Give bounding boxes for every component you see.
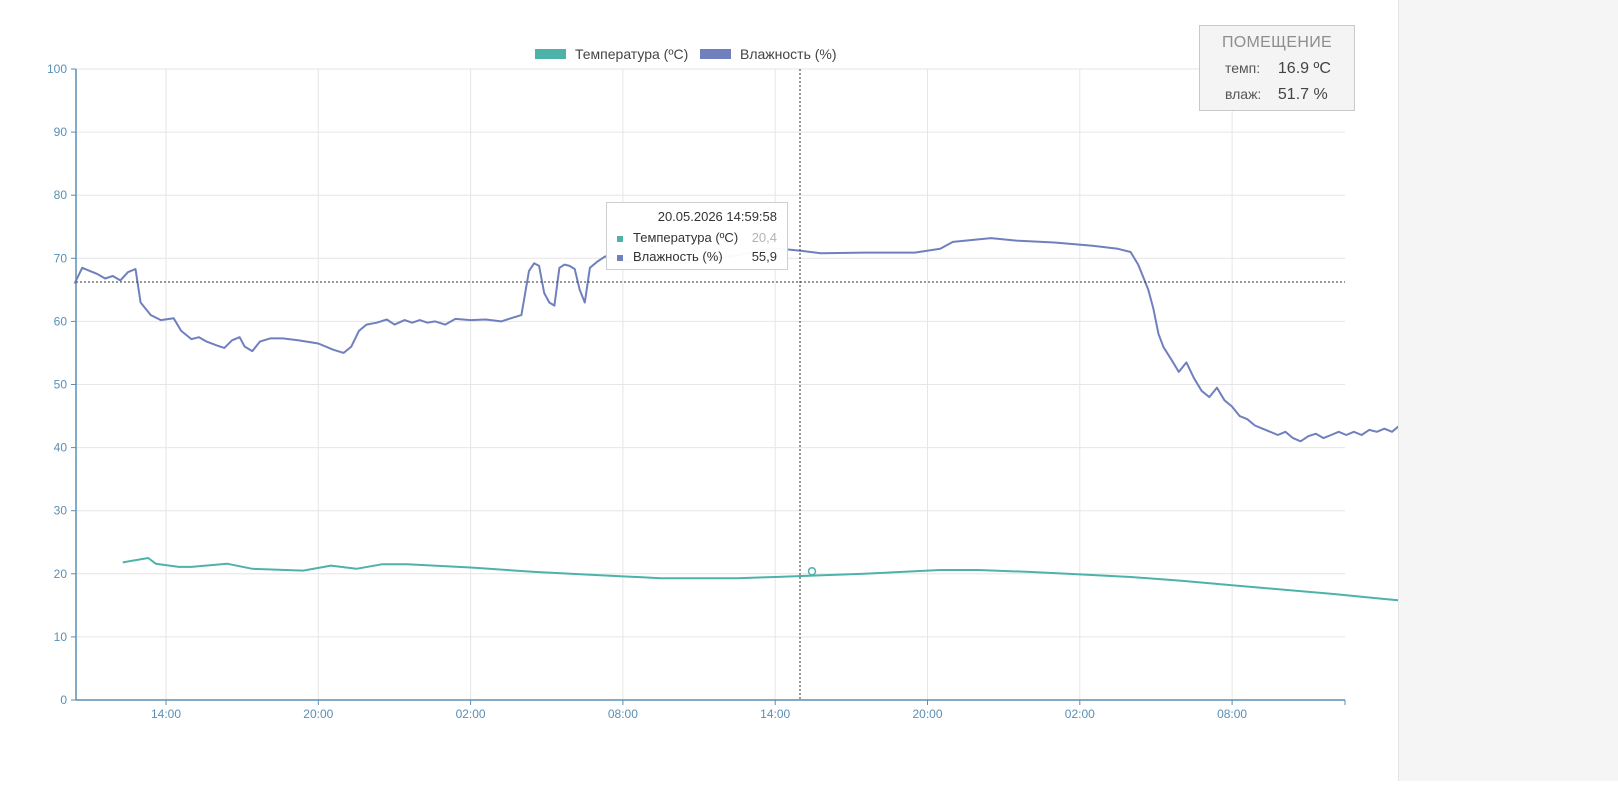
y-tick-label: 50: [54, 378, 68, 392]
y-axis-ticks: 0 10 20 30 40 50 60 70 80 90 100: [47, 62, 76, 707]
legend-swatch-temperature: [535, 49, 566, 59]
y-tick-label: 20: [54, 567, 68, 581]
x-axis-ticks: 14:00 20:00 02:00 08:00 14:00 20:00 02:00 08:00: [151, 700, 1346, 721]
x-tick-label: 02:00: [456, 707, 486, 721]
x-tick-label: 08:00: [1217, 707, 1247, 721]
y-tick-label: 0: [60, 693, 67, 707]
y-tick-label: 100: [47, 62, 67, 76]
hover-point-temperature: [807, 567, 817, 576]
room-temperature-value: 16.9 ºC: [1277, 60, 1331, 77]
y-tick-label: 30: [54, 504, 68, 518]
y-tick-label: 80: [54, 188, 68, 202]
tooltip-row-temperature: Температура (ºC) 20,4: [617, 230, 777, 248]
room-humidity-value: 51.7 %: [1277, 86, 1328, 103]
room-humidity-row: влаж: 51.7 %: [1225, 86, 1328, 104]
x-tick-label: 14:00: [151, 707, 181, 721]
temperature-series-line: [122, 557, 1618, 616]
humidity-series-line: [73, 237, 1618, 443]
side-panel: [1398, 0, 1618, 781]
room-temperature-row: темп: 16.9 ºC: [1225, 60, 1331, 78]
tooltip-humidity-value: 55,9: [751, 249, 777, 264]
legend-label-temperature: Температура (ºC): [575, 46, 688, 62]
tooltip-humidity-marker: [617, 255, 623, 261]
series-lines: [73, 237, 1618, 616]
y-tick-label: 70: [54, 251, 68, 265]
x-tick-label: 14:00: [760, 707, 790, 721]
tooltip-datetime: 20.05.2026 14:59:58: [657, 209, 777, 224]
gridlines: [76, 68, 1345, 700]
tooltip-temperature-label: Температура (ºC): [633, 230, 739, 245]
tooltip-temperature-marker: [617, 236, 623, 242]
tooltip-temperature-value: 20,4: [751, 230, 777, 245]
y-tick-label: 10: [54, 630, 68, 644]
y-tick-label: 40: [54, 441, 68, 455]
chart-area: 0 10 20 30 40 50 60 70 80 90 100 14:00 20:00 02:00 08…: [47, 25, 1618, 721]
y-tick-label: 60: [54, 314, 68, 328]
x-tick-label: 08:00: [608, 707, 638, 721]
x-tick-label: 20:00: [303, 707, 333, 721]
crosshair: [76, 69, 1345, 700]
room-humidity-label: влаж:: [1225, 86, 1262, 102]
legend-swatch-humidity: [700, 49, 731, 59]
line-chart: 0 10 20 30 40 50 60 70 80 90 100 14:00 20:00 02:00 08…: [47, 46, 1618, 721]
legend: Температура (ºC) Влажность (%): [535, 46, 837, 62]
x-tick-label: 02:00: [1065, 707, 1095, 721]
tooltip-row-humidity: Влажность (%) 55,9: [617, 249, 777, 267]
legend-label-humidity: Влажность (%): [740, 46, 837, 62]
room-info-panel: ПОМЕЩЕНИЕ темп: 16.9 ºC влаж: 51.7 %: [1199, 25, 1355, 111]
x-tick-label: 20:00: [912, 707, 942, 721]
room-temperature-label: темп:: [1225, 60, 1261, 76]
chart-tooltip: 20.05.2026 14:59:58 Температура (ºC) 20,…: [606, 202, 788, 270]
tooltip-humidity-label: Влажность (%): [633, 249, 723, 264]
y-tick-label: 90: [54, 125, 68, 139]
room-title: ПОМЕЩЕНИЕ: [1221, 34, 1333, 51]
